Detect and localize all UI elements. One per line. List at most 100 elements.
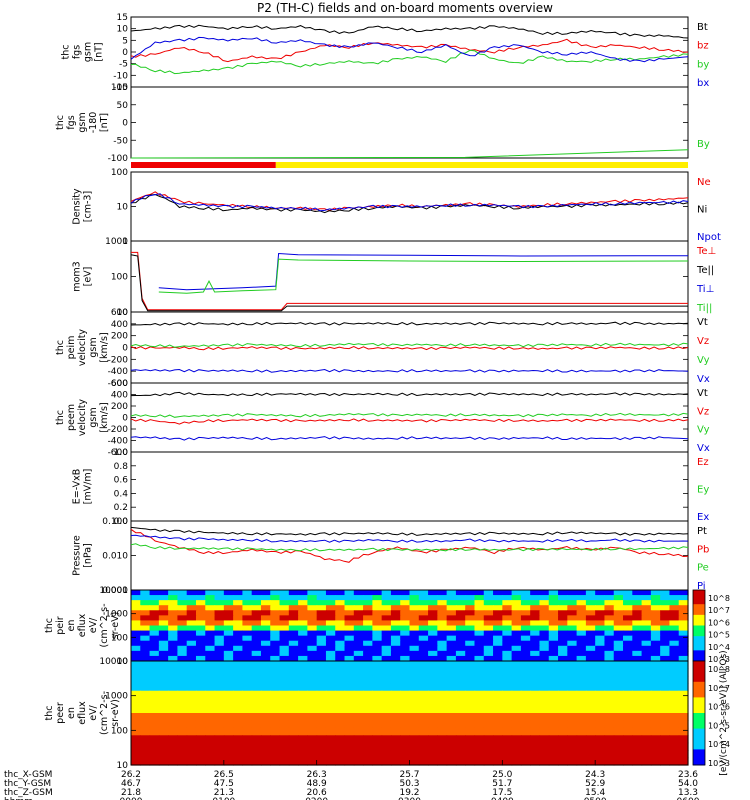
series-line-npot bbox=[130, 193, 689, 212]
heatmap-cell bbox=[613, 690, 624, 699]
heatmap-cell bbox=[223, 630, 234, 637]
heatmap-cell bbox=[520, 645, 531, 652]
heatmap-cell bbox=[613, 655, 624, 662]
heatmap-cell bbox=[483, 595, 494, 601]
heatmap-cell bbox=[641, 600, 652, 606]
heatmap-cell bbox=[530, 675, 541, 684]
ylabel-line: [cm-3] bbox=[83, 191, 94, 222]
heatmap-cell bbox=[428, 757, 438, 766]
heatmap-cell bbox=[251, 668, 262, 677]
heatmap-cell bbox=[400, 683, 411, 692]
heatmap-cell bbox=[381, 595, 392, 601]
colorbar-step bbox=[693, 718, 705, 724]
heatmap-cell bbox=[372, 605, 383, 611]
heatmap-cell bbox=[474, 620, 485, 627]
heatmap-cell bbox=[344, 750, 355, 759]
heatmap-cell bbox=[195, 727, 206, 736]
heatmap-cell bbox=[279, 690, 290, 699]
heatmap-cell bbox=[195, 757, 206, 766]
ytick-label: -50 bbox=[113, 136, 128, 146]
heatmap-cell bbox=[511, 610, 522, 616]
heatmap-cell bbox=[530, 668, 541, 677]
series-line-bx bbox=[130, 36, 689, 63]
heatmap-cell bbox=[307, 625, 318, 632]
heatmap-cell bbox=[363, 675, 373, 684]
heatmap-cell bbox=[558, 595, 568, 601]
heatmap-cell bbox=[446, 661, 457, 670]
heatmap-cell bbox=[400, 630, 411, 637]
heatmap-cell bbox=[428, 600, 438, 606]
heatmap-cell bbox=[158, 661, 169, 670]
heatmap-cell bbox=[233, 630, 243, 637]
colorbar-step bbox=[693, 666, 705, 672]
heatmap-cell bbox=[214, 620, 225, 627]
heatmap-cell bbox=[325, 735, 336, 744]
heatmap-cell bbox=[223, 615, 234, 622]
heatmap-cell bbox=[363, 645, 373, 652]
heatmap-cell bbox=[325, 615, 336, 622]
heatmap-cell bbox=[446, 615, 457, 622]
ytick-label: 10 bbox=[117, 657, 129, 667]
heatmap-cell bbox=[604, 640, 615, 647]
heatmap-cell bbox=[409, 735, 420, 744]
heatmap-cell bbox=[195, 635, 206, 642]
heatmap-cell bbox=[381, 713, 392, 722]
heatmap-cell bbox=[669, 650, 680, 657]
heatmap-cell bbox=[502, 720, 513, 729]
heatmap-cell bbox=[131, 630, 141, 637]
heatmap-cell bbox=[567, 757, 578, 766]
heatmap-cell bbox=[623, 690, 633, 699]
heatmap-cell bbox=[623, 640, 633, 647]
heatmap-cell bbox=[474, 600, 485, 606]
heatmap-cell bbox=[400, 600, 411, 606]
series-line-te- bbox=[131, 251, 688, 311]
heatmap-cell bbox=[223, 640, 234, 647]
heatmap-cell bbox=[353, 661, 364, 670]
heatmap-cell bbox=[613, 620, 624, 627]
heatmap-cell bbox=[298, 705, 308, 714]
heatmap-cell bbox=[260, 595, 271, 601]
heatmap-cell bbox=[613, 757, 624, 766]
heatmap-cell bbox=[511, 655, 522, 662]
heatmap-cell bbox=[604, 645, 615, 652]
heatmap-cell bbox=[288, 727, 299, 736]
heatmap-cell bbox=[195, 630, 206, 637]
series-line-vx bbox=[130, 436, 689, 441]
heatmap-cell bbox=[363, 600, 373, 606]
heatmap-cell bbox=[353, 727, 364, 736]
heatmap-cell bbox=[650, 683, 661, 692]
heatmap-cell bbox=[298, 675, 308, 684]
heatmap-cell bbox=[530, 705, 541, 714]
ylabel-line: Pressure bbox=[72, 535, 83, 576]
heatmap-cell bbox=[660, 705, 671, 714]
heatmap-cell bbox=[131, 655, 141, 662]
heatmap-cell bbox=[372, 661, 383, 670]
heatmap-cell bbox=[595, 735, 606, 744]
heatmap-cell bbox=[428, 620, 438, 627]
heatmap-cell bbox=[465, 645, 476, 652]
heatmap-cell bbox=[335, 640, 346, 647]
heatmap-cell bbox=[493, 635, 503, 642]
heatmap-cell bbox=[493, 698, 503, 707]
heatmap-cell bbox=[131, 757, 141, 766]
heatmap-cell bbox=[465, 600, 476, 606]
heatmap-cell bbox=[140, 605, 151, 611]
xaxis-value: 26.3 bbox=[307, 770, 327, 780]
heatmap-cell bbox=[400, 713, 411, 722]
heatmap-cell bbox=[623, 610, 633, 616]
heatmap-cell bbox=[446, 713, 457, 722]
heatmap-cell bbox=[372, 727, 383, 736]
heatmap-cell bbox=[641, 720, 652, 729]
heatmap-cell bbox=[316, 605, 327, 611]
heatmap-cell bbox=[530, 615, 541, 622]
heatmap-cell bbox=[186, 610, 197, 616]
heatmap-cell bbox=[325, 727, 336, 736]
ytick-label: 0.100 bbox=[102, 517, 128, 527]
heatmap-cell bbox=[604, 600, 615, 606]
heatmap-cell bbox=[288, 610, 299, 616]
ylabel-line: peer bbox=[55, 702, 66, 724]
heatmap-cell bbox=[660, 661, 671, 670]
heatmap-cell bbox=[298, 590, 308, 596]
heatmap-cell bbox=[520, 713, 531, 722]
